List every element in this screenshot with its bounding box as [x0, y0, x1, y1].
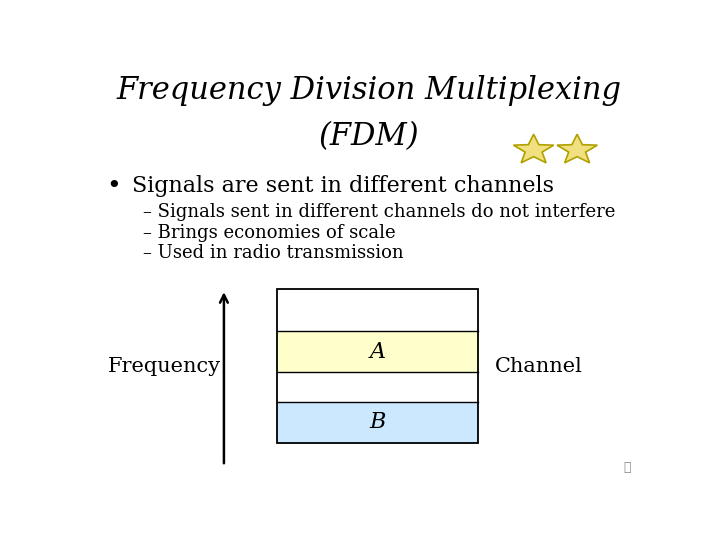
Text: A: A: [369, 341, 385, 363]
Bar: [277, 402, 478, 443]
Bar: [277, 373, 478, 402]
Text: – Brings economies of scale: – Brings economies of scale: [143, 224, 395, 241]
Bar: [277, 289, 478, 443]
Bar: [277, 331, 478, 373]
Text: •: •: [107, 175, 122, 198]
Bar: [277, 289, 478, 331]
Polygon shape: [557, 134, 598, 163]
Text: 🔈: 🔈: [624, 461, 631, 474]
Text: (FDM): (FDM): [319, 121, 419, 152]
Text: Frequency: Frequency: [108, 357, 221, 376]
Text: Signals are sent in different channels: Signals are sent in different channels: [132, 175, 554, 197]
Text: Channel: Channel: [495, 357, 582, 376]
Polygon shape: [513, 134, 554, 163]
Text: – Used in radio transmission: – Used in radio transmission: [143, 245, 404, 262]
Text: – Signals sent in different channels do not interfere: – Signals sent in different channels do …: [143, 203, 616, 221]
Text: B: B: [369, 411, 385, 434]
Text: Frequency Division Multiplexing: Frequency Division Multiplexing: [117, 75, 621, 106]
